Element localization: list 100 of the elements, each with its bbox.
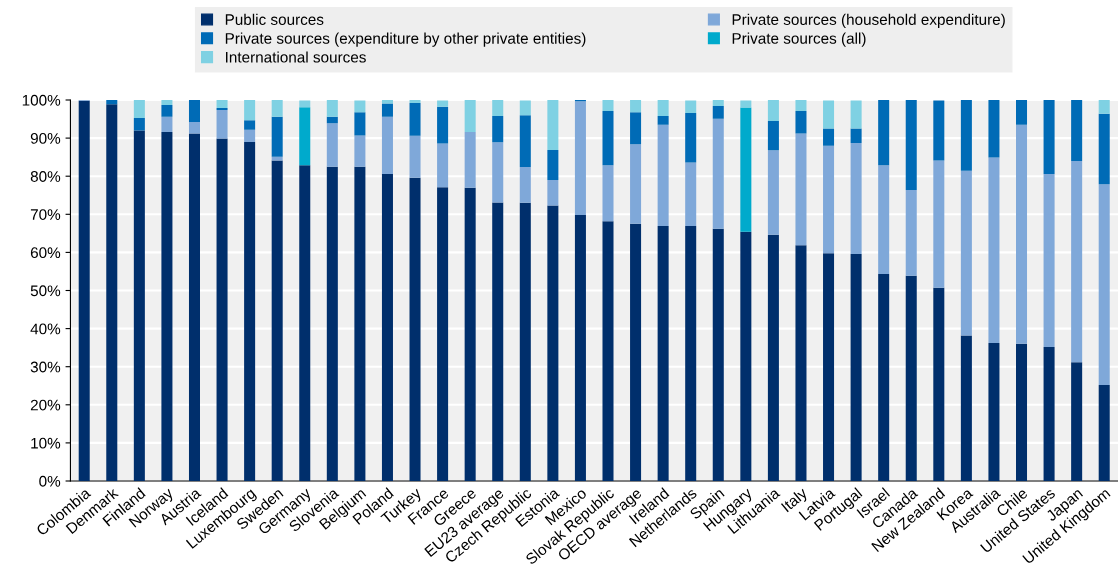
y-tick-label: 90%	[30, 132, 61, 144]
bar	[905, 100, 917, 190]
bar	[933, 160, 945, 288]
bar	[657, 100, 669, 116]
bar	[740, 107, 752, 232]
bar	[878, 274, 890, 481]
bar	[933, 287, 945, 481]
bar	[188, 100, 200, 123]
bar	[547, 149, 559, 181]
bar	[685, 162, 697, 227]
bar	[1098, 100, 1110, 114]
bar	[1016, 124, 1028, 344]
bar	[271, 156, 283, 161]
legend-label: Private sources (all)	[732, 32, 866, 47]
bar	[602, 111, 614, 166]
bar	[1043, 100, 1055, 174]
bar	[271, 116, 283, 157]
bar	[464, 187, 476, 481]
bar	[905, 275, 917, 481]
bar	[161, 116, 173, 132]
bar	[271, 100, 283, 117]
bar	[574, 101, 586, 216]
bar	[299, 107, 311, 166]
bar	[133, 117, 145, 131]
bar	[381, 173, 393, 481]
y-tick-label: 80%	[30, 171, 61, 182]
bar	[850, 100, 862, 129]
bar	[354, 112, 366, 136]
bar	[657, 116, 669, 125]
bar	[354, 166, 366, 481]
bar	[767, 234, 779, 481]
bar	[712, 228, 724, 481]
bar	[767, 150, 779, 235]
y-tick-label: 20%	[30, 399, 61, 411]
bar	[685, 100, 697, 113]
bar	[106, 100, 118, 105]
bar	[630, 112, 642, 145]
bar	[244, 100, 256, 121]
bar	[437, 100, 449, 107]
bar	[326, 116, 338, 124]
bar	[1071, 100, 1083, 161]
bar	[712, 100, 724, 107]
bar	[519, 115, 531, 168]
bar	[795, 133, 807, 246]
bar	[712, 106, 724, 119]
bar	[740, 100, 752, 108]
bar	[492, 142, 504, 203]
bar	[326, 100, 338, 117]
y-tick-label: 10%	[31, 437, 61, 449]
bar	[464, 132, 476, 188]
bar	[1071, 362, 1083, 481]
bar	[988, 343, 1000, 481]
bar	[133, 130, 145, 481]
bar	[161, 100, 173, 105]
bar	[216, 138, 228, 481]
bar	[354, 100, 366, 113]
y-tick-label: 70%	[30, 209, 61, 220]
bar	[933, 100, 945, 161]
bar	[767, 100, 779, 121]
bar	[326, 166, 338, 481]
bar	[1098, 384, 1110, 481]
bar	[878, 165, 890, 275]
bar	[547, 180, 559, 206]
bar	[960, 170, 972, 336]
bar	[409, 100, 421, 104]
bar	[988, 157, 1000, 344]
bar	[354, 135, 366, 167]
bar	[1016, 100, 1028, 125]
bar	[1098, 184, 1110, 385]
bar	[1098, 113, 1110, 185]
bar	[244, 141, 256, 481]
bar	[437, 106, 449, 144]
bar	[823, 100, 835, 129]
bar	[519, 167, 531, 203]
bar	[960, 335, 972, 481]
bar	[1043, 173, 1055, 347]
bar	[960, 100, 972, 171]
bar	[602, 165, 614, 222]
bar	[850, 253, 862, 481]
y-tick-label: 0%	[39, 475, 61, 487]
legend-label: Public sources	[225, 13, 324, 25]
bar	[547, 205, 559, 481]
bar	[1016, 343, 1028, 481]
bar	[630, 144, 642, 224]
bar	[409, 103, 421, 136]
bar	[299, 165, 311, 481]
bar	[78, 100, 90, 481]
bar	[630, 223, 642, 481]
bar	[1043, 346, 1055, 481]
bar	[216, 109, 228, 139]
y-tick-label: 100%	[22, 94, 61, 106]
bar	[437, 143, 449, 188]
bar	[381, 116, 393, 174]
legend-label: Private sources (household expenditure)	[732, 13, 1005, 28]
bar	[464, 100, 476, 132]
bar	[685, 226, 697, 481]
bar	[685, 112, 697, 163]
bar	[106, 104, 118, 481]
bar	[767, 120, 779, 151]
y-tick-label: 40%	[30, 323, 61, 335]
